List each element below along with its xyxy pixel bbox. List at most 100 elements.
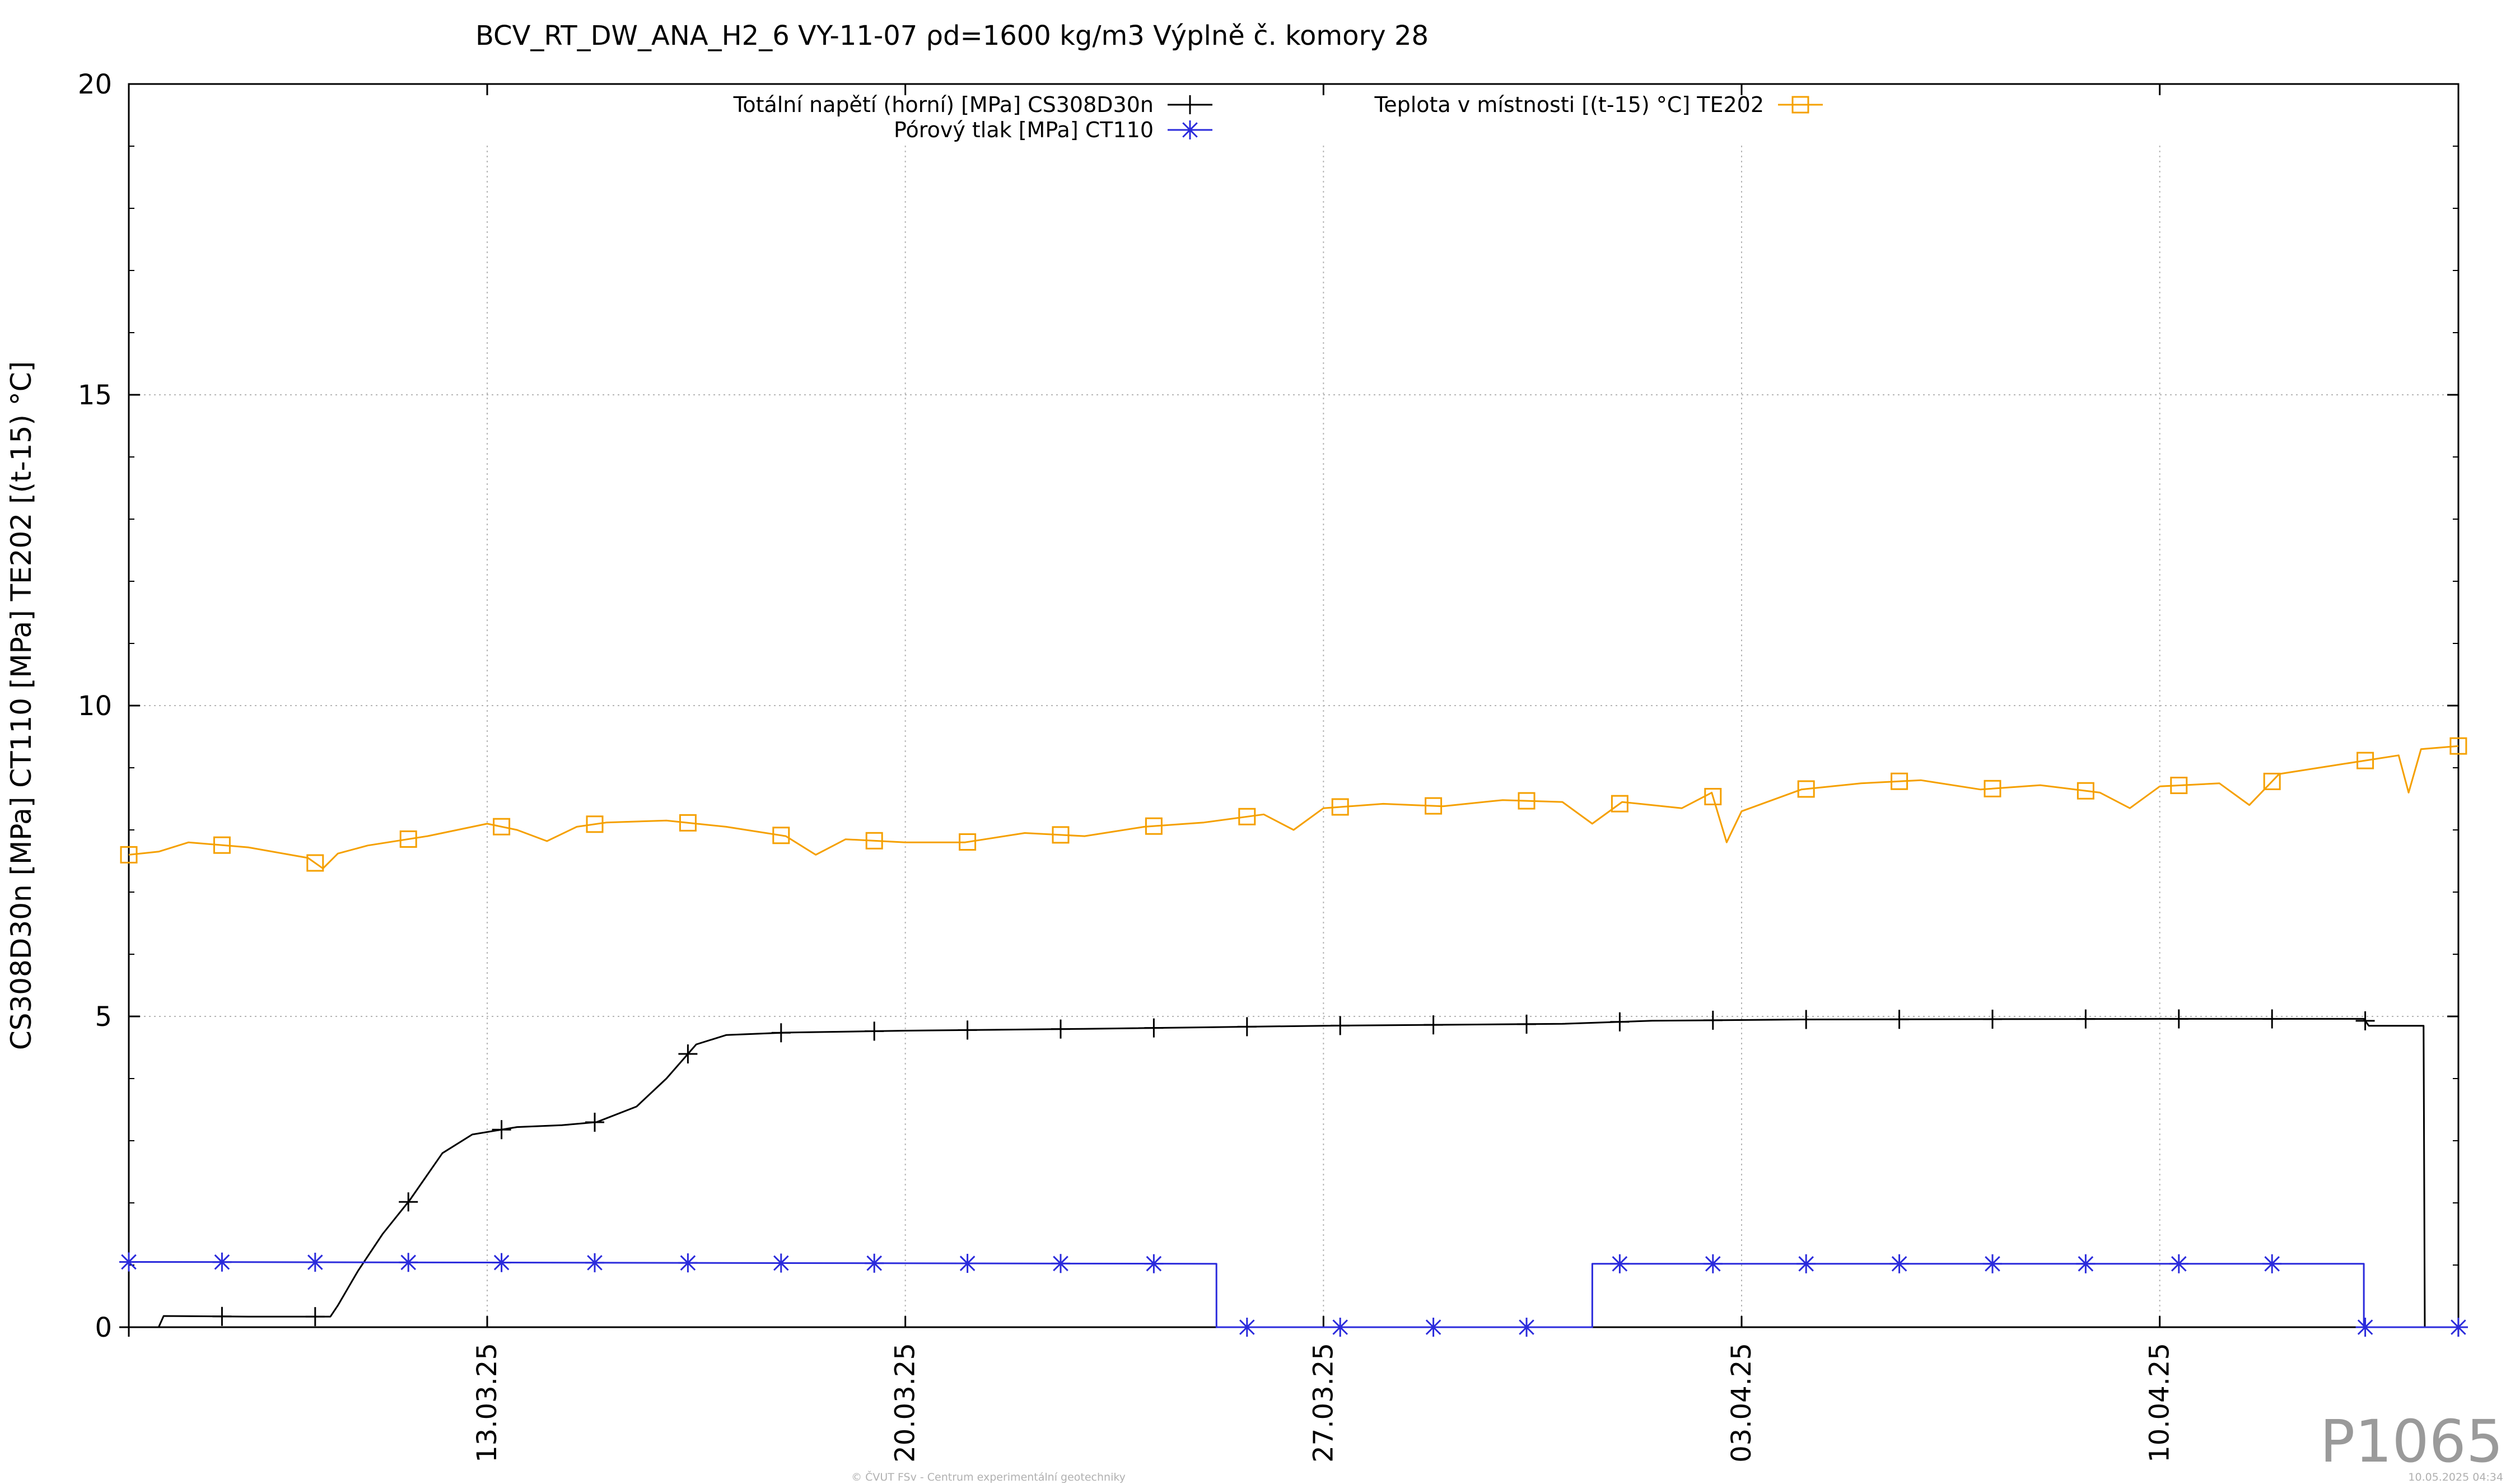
series-marker-3: [493, 818, 511, 836]
series-marker-2: [585, 1253, 604, 1272]
x-tick-label: 10.04.25: [2144, 1343, 2176, 1463]
series-marker-3: [2356, 752, 2374, 769]
series-marker-3: [1704, 788, 1722, 806]
series-marker-1: [1889, 1010, 1909, 1029]
y-tick-label: 10: [78, 690, 112, 722]
series-marker-1: [1331, 1016, 1350, 1035]
series-marker-1: [1424, 1015, 1443, 1035]
x-tick-label: 13.03.25: [472, 1343, 503, 1463]
legend-item-1: Totální napětí (horní) [MPa] CS308D30n: [733, 92, 1212, 117]
series-layer: [119, 737, 2468, 1337]
series-marker-3: [1891, 772, 1908, 790]
series-marker-2: [2169, 1254, 2188, 1273]
series-line-1: [129, 1018, 2458, 1328]
x-tick-label: 27.03.25: [1308, 1343, 1339, 1463]
series-marker-3: [1797, 780, 1815, 798]
series-marker-1: [305, 1307, 325, 1327]
series-marker-1: [1144, 1018, 1164, 1038]
legend-item-3: Teplota v místnosti [(t-15) °C] TE202: [1374, 92, 1823, 117]
series-marker-1: [958, 1020, 977, 1040]
series-marker-3: [865, 832, 883, 850]
series-marker-1: [1610, 1012, 1630, 1032]
legend-marker-1: [1180, 95, 1200, 114]
y-axis: 0 5 10 15 20: [78, 69, 2458, 1343]
legend-label-3: Teplota v místnosti [(t-15) °C] TE202: [1374, 92, 1764, 117]
series-marker-2: [1051, 1254, 1070, 1273]
series-marker-2: [1424, 1318, 1443, 1337]
series-marker-2: [678, 1253, 698, 1273]
series-marker-1: [585, 1113, 604, 1132]
legend-label-1: Totální napětí (horní) [MPa] CS308D30n: [733, 92, 1154, 117]
y-axis-label: CS308D30n [MPa] CT110 [MPa] TE202 [(t-15…: [5, 361, 38, 1050]
series-marker-2: [212, 1252, 232, 1272]
watermark: P1065: [2320, 1407, 2503, 1476]
series-3: [120, 737, 2467, 872]
series-marker-1: [2355, 1011, 2375, 1030]
y-tick-label: 15: [78, 380, 112, 411]
series-marker-2: [771, 1253, 791, 1273]
series-marker-1: [212, 1306, 232, 1326]
series-marker-3: [1425, 797, 1443, 815]
x-tick-label: 20.03.25: [890, 1343, 921, 1463]
series-marker-2: [2448, 1318, 2468, 1337]
footer-timestamp: 10.05.2025 04:34: [2408, 1471, 2503, 1483]
series-marker-3: [399, 830, 417, 848]
series-marker-2: [2076, 1254, 2096, 1273]
series-marker-2: [399, 1253, 418, 1272]
series-marker-3: [1984, 780, 2001, 797]
series-marker-1: [1517, 1014, 1536, 1034]
series-marker-3: [2449, 737, 2467, 755]
series-marker-1: [399, 1192, 418, 1212]
series-marker-3: [959, 833, 977, 851]
series-marker-3: [1518, 792, 1536, 810]
series-marker-1: [1796, 1010, 1816, 1029]
series-marker-2: [865, 1253, 884, 1273]
series-marker-1: [119, 1318, 138, 1337]
series-marker-2: [1517, 1318, 1536, 1337]
series-marker-2: [305, 1253, 325, 1272]
series-marker-1: [2262, 1009, 2282, 1029]
series-marker-2: [492, 1253, 511, 1272]
legend-item-2: Pórový tlak [MPa] CT110: [894, 118, 1212, 142]
series-marker-1: [1051, 1019, 1070, 1039]
series-marker-3: [2170, 777, 2188, 795]
series-marker-2: [119, 1252, 138, 1272]
series-marker-1: [1703, 1010, 1723, 1030]
series-marker-1: [678, 1044, 698, 1064]
legend-marker-3: [1791, 96, 1809, 114]
series-marker-1: [2076, 1009, 2096, 1029]
footer-copyright: © ČVUT FSv - Centrum experimentální geot…: [851, 1470, 1126, 1483]
y-tick-label: 0: [95, 1312, 112, 1343]
series-marker-2: [1237, 1318, 1257, 1337]
series-marker-1: [865, 1021, 884, 1041]
series-marker-1: [771, 1023, 791, 1043]
series-marker-1: [492, 1120, 511, 1140]
legend-label-2: Pórový tlak [MPa] CT110: [894, 118, 1154, 142]
series-marker-3: [1238, 808, 1256, 825]
x-tick-label: 03.04.25: [1726, 1343, 1757, 1463]
series-marker-2: [958, 1254, 977, 1273]
series-marker-2: [1983, 1254, 2002, 1273]
series-marker-3: [679, 814, 697, 832]
legend: Totální napětí (horní) [MPa] CS308D30nPó…: [733, 92, 1823, 142]
series-marker-3: [1331, 798, 1349, 816]
series-1: [119, 1009, 2468, 1337]
series-line-2: [128, 1261, 2458, 1328]
series-marker-1: [1983, 1009, 2002, 1029]
series-marker-3: [772, 827, 790, 844]
series-marker-2: [1610, 1254, 1630, 1273]
series-marker-2: [1331, 1318, 1350, 1337]
series-marker-2: [1144, 1254, 1164, 1273]
series-line-3: [128, 745, 2459, 870]
x-axis: 13.03.25 20.03.25 27.03.25 03.04.25 10.04.25: [472, 84, 2176, 1463]
series-marker-2: [2262, 1254, 2282, 1273]
series-marker-2: [1889, 1254, 1909, 1273]
series-marker-3: [1611, 795, 1628, 813]
series-marker-3: [213, 836, 231, 854]
series-marker-1: [2169, 1009, 2188, 1029]
series-2: [119, 1252, 2468, 1337]
series-marker-3: [1052, 826, 1070, 844]
series-marker-2: [2355, 1318, 2375, 1337]
y-tick-label: 5: [95, 1001, 112, 1033]
